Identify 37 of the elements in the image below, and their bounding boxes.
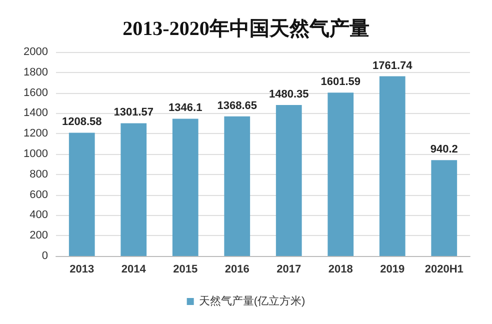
bar <box>276 105 302 256</box>
y-tick-label: 800 <box>30 168 48 180</box>
y-tick-label: 1000 <box>24 148 48 160</box>
x-tick-label: 2018 <box>328 264 353 276</box>
y-tick-label: 600 <box>30 188 48 201</box>
y-tick-label: 1600 <box>24 86 48 99</box>
bar <box>328 92 354 256</box>
data-label: 1368.65 <box>217 100 258 112</box>
x-tick-label: 2019 <box>380 264 405 276</box>
bar <box>120 123 147 256</box>
data-label: 1301.57 <box>114 106 154 119</box>
bar <box>68 132 95 256</box>
x-tick-label: 2013 <box>70 264 94 276</box>
data-label: 1761.74 <box>372 60 414 72</box>
y-tick-label: 1800 <box>24 66 48 78</box>
legend-label: 天然气产量(亿立方米) <box>198 294 306 308</box>
bar <box>172 118 198 256</box>
data-label: 1601.59 <box>320 76 361 88</box>
x-tick-label: 2017 <box>276 264 302 276</box>
x-tick-label: 2016 <box>224 264 250 276</box>
y-tick-label: 1200 <box>24 128 48 140</box>
data-label: 1480.35 <box>268 88 309 101</box>
bar <box>224 116 250 256</box>
data-label: 1208.58 <box>62 116 102 128</box>
y-tick-label: 0 <box>42 250 48 262</box>
chart-title: 2013-2020年中国天然气产量 <box>122 17 370 40</box>
data-label: 940.2 <box>430 144 458 156</box>
bar <box>379 76 406 256</box>
bar <box>431 160 458 256</box>
y-tick-label: 200 <box>30 230 48 242</box>
y-tick-label: 400 <box>30 209 48 222</box>
x-tick-label: 2020H1 <box>424 264 464 276</box>
data-label: 1346.1 <box>168 102 202 114</box>
x-tick-label: 2015 <box>173 264 198 276</box>
y-tick-label: 1400 <box>24 107 48 120</box>
y-tick-label: 2000 <box>24 46 48 58</box>
x-tick-label: 2014 <box>121 264 147 276</box>
